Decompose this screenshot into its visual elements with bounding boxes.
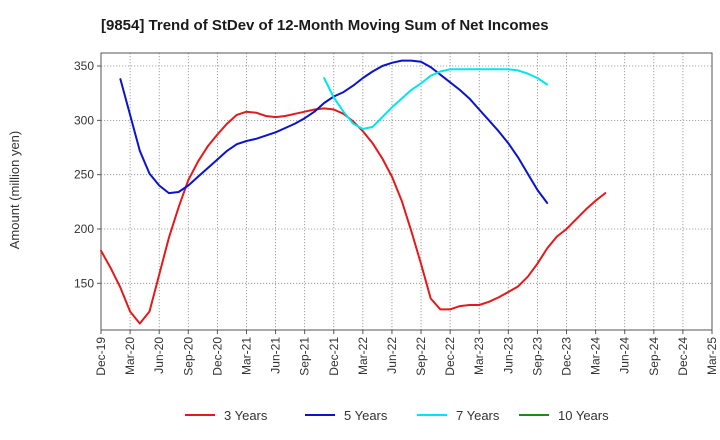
x-tick-label: Mar-21 xyxy=(239,337,253,375)
y-tick-label: 350 xyxy=(74,59,94,73)
x-tick-label: Jun-24 xyxy=(618,337,632,374)
plot-background xyxy=(101,53,712,330)
x-tick-label: Sep-23 xyxy=(530,337,544,376)
x-tick-label: Dec-23 xyxy=(560,337,574,376)
x-tick-label: Jun-22 xyxy=(385,337,399,374)
x-tick-label: Sep-21 xyxy=(298,337,312,376)
legend: 3 Years 5 Years 7 Years 10 Years xyxy=(185,408,609,423)
x-tick-label: Sep-24 xyxy=(647,337,661,376)
plot-border xyxy=(100,52,713,331)
series-line-3 xyxy=(323,68,549,130)
y-tick-label: 250 xyxy=(74,168,94,182)
legend-label-3: 7 Years xyxy=(456,408,500,423)
x-axis-ticks: Dec-19 Mar-20 Jun-20 Sep-20 Dec-20 Mar-21 Jun-… xyxy=(94,330,719,376)
x-tick-label: Jun-23 xyxy=(501,337,515,374)
legend-label-2: 5 Years xyxy=(344,408,388,423)
chart-title: [9854] Trend of StDev of 12-Month Moving… xyxy=(101,17,549,34)
x-tick-label: Dec-21 xyxy=(327,337,341,376)
x-tick-label: Jun-20 xyxy=(152,337,166,374)
x-tick-label: Mar-22 xyxy=(356,337,370,375)
y-tick-label: 300 xyxy=(74,113,94,127)
x-tick-label: Sep-22 xyxy=(414,337,428,376)
y-axis-label: Amount (million yen) xyxy=(7,131,22,250)
x-tick-label: Dec-24 xyxy=(676,337,690,376)
x-tick-label: Mar-20 xyxy=(123,337,137,375)
legend-label-4: 10 Years xyxy=(558,408,609,423)
y-axis-ticks: 150 200 250 300 350 xyxy=(74,59,101,290)
x-tick-label: Sep-20 xyxy=(181,337,195,376)
x-tick-label: Mar-23 xyxy=(472,337,486,375)
y-tick-label: 150 xyxy=(74,276,94,290)
series-line-1 xyxy=(100,107,607,325)
plot-area xyxy=(100,52,713,331)
x-tick-label: Dec-20 xyxy=(210,337,224,376)
x-tick-label: Dec-22 xyxy=(443,337,457,376)
x-tick-label: Dec-19 xyxy=(94,337,108,376)
x-tick-label: Mar-24 xyxy=(589,337,603,375)
y-tick-label: 200 xyxy=(74,222,94,236)
legend-label-1: 3 Years xyxy=(224,408,268,423)
x-tick-label: Mar-25 xyxy=(705,337,719,375)
x-tick-label: Jun-21 xyxy=(269,337,283,374)
